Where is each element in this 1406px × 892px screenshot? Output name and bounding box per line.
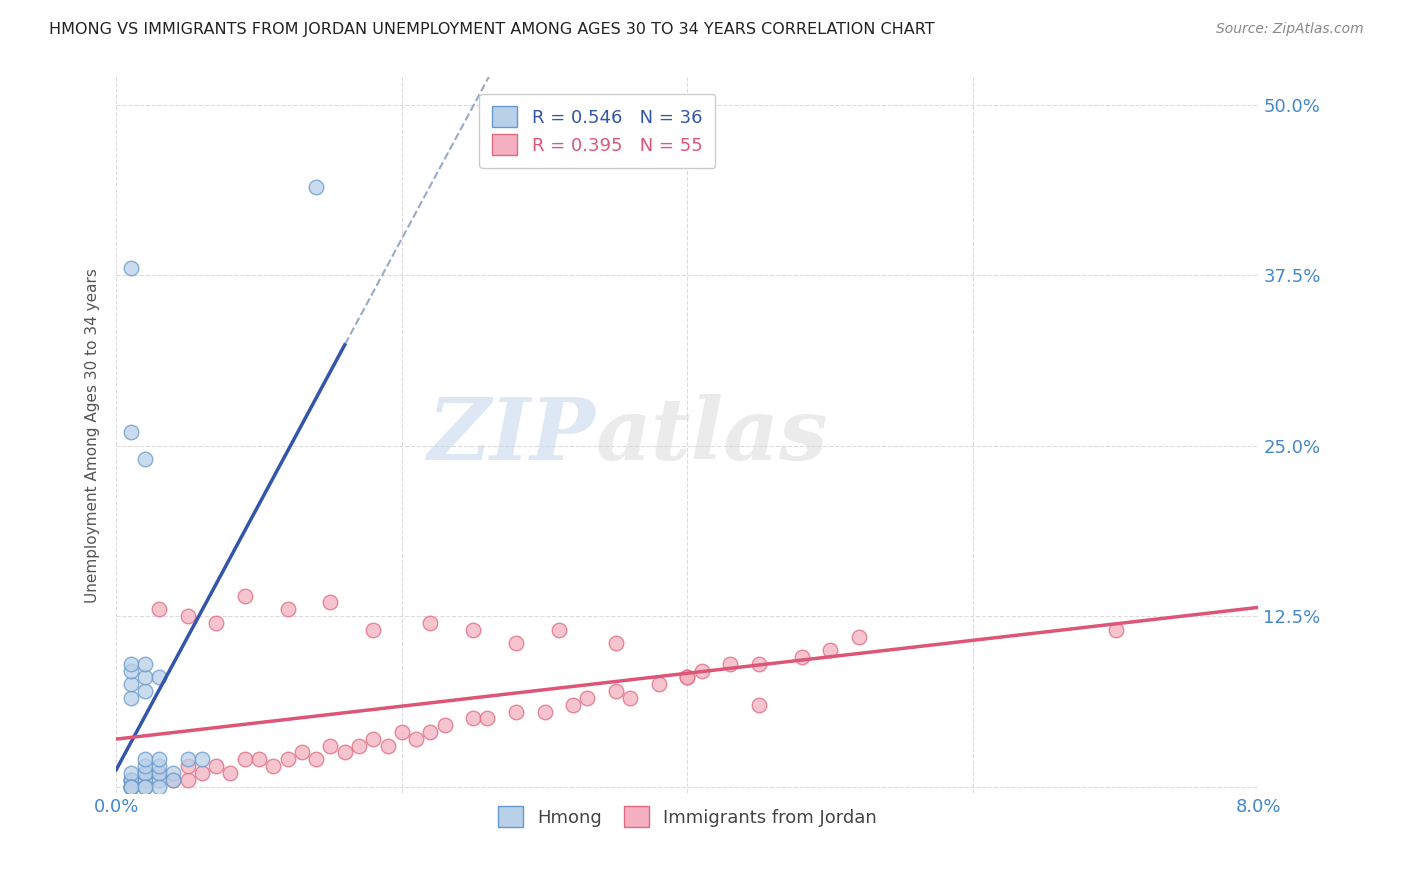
Point [347,739,370,753]
Point [148,772,170,787]
Point [148,780,170,794]
Point [120,261,142,276]
Point [505,705,527,719]
Point [120,765,142,780]
Point [120,677,142,691]
Point [233,752,256,766]
Point [162,765,184,780]
Point [120,425,142,439]
Point [134,670,156,684]
Point [247,752,270,766]
Point [205,615,228,630]
Point [748,698,770,712]
Point [333,746,356,760]
Point [148,602,170,616]
Point [361,623,384,637]
Point [148,670,170,684]
Y-axis label: Unemployment Among Ages 30 to 34 years: Unemployment Among Ages 30 to 34 years [86,268,100,603]
Text: Source: ZipAtlas.com: Source: ZipAtlas.com [1216,22,1364,37]
Point [148,752,170,766]
Point [120,780,142,794]
Point [405,731,427,746]
Point [576,690,599,705]
Point [533,705,555,719]
Point [219,765,242,780]
Point [191,765,214,780]
Point [790,650,813,665]
Point [690,664,713,678]
Point [748,657,770,671]
Point [1105,623,1128,637]
Point [848,630,870,644]
Point [134,759,156,773]
Point [120,772,142,787]
Point [277,752,299,766]
Point [120,664,142,678]
Point [391,725,413,739]
Point [134,752,156,766]
Point [676,670,699,684]
Point [818,643,841,657]
Point [277,602,299,616]
Text: ZIP: ZIP [427,393,596,477]
Point [134,684,156,698]
Point [176,609,198,624]
Point [162,772,184,787]
Point [120,780,142,794]
Point [477,711,499,725]
Point [547,623,569,637]
Point [419,615,441,630]
Point [120,780,142,794]
Point [148,765,170,780]
Point [191,752,214,766]
Point [120,780,142,794]
Point [718,657,741,671]
Point [305,752,328,766]
Point [134,780,156,794]
Point [134,657,156,671]
Text: HMONG VS IMMIGRANTS FROM JORDAN UNEMPLOYMENT AMONG AGES 30 TO 34 YEARS CORRELATI: HMONG VS IMMIGRANTS FROM JORDAN UNEMPLOY… [49,22,935,37]
Point [262,759,284,773]
Point [233,589,256,603]
Point [134,765,156,780]
Point [176,752,198,766]
Point [377,739,399,753]
Point [361,731,384,746]
Point [134,765,156,780]
Point [305,179,328,194]
Point [619,690,641,705]
Point [419,725,441,739]
Point [505,636,527,650]
Point [205,759,228,773]
Point [319,739,342,753]
Point [648,677,671,691]
Point [291,746,314,760]
Point [176,759,198,773]
Point [562,698,585,712]
Point [120,772,142,787]
Point [134,452,156,467]
Point [120,780,142,794]
Point [463,711,485,725]
Point [433,718,456,732]
Point [162,772,184,787]
Point [148,759,170,773]
Text: atlas: atlas [596,393,828,477]
Point [605,636,627,650]
Point [120,772,142,787]
Point [463,623,485,637]
Point [120,657,142,671]
Point [676,670,699,684]
Point [148,765,170,780]
Point [176,772,198,787]
Point [134,772,156,787]
Point [120,690,142,705]
Point [319,595,342,609]
Legend: Hmong, Immigrants from Jordan: Hmong, Immigrants from Jordan [491,799,884,834]
Point [134,780,156,794]
Point [134,765,156,780]
Point [605,684,627,698]
